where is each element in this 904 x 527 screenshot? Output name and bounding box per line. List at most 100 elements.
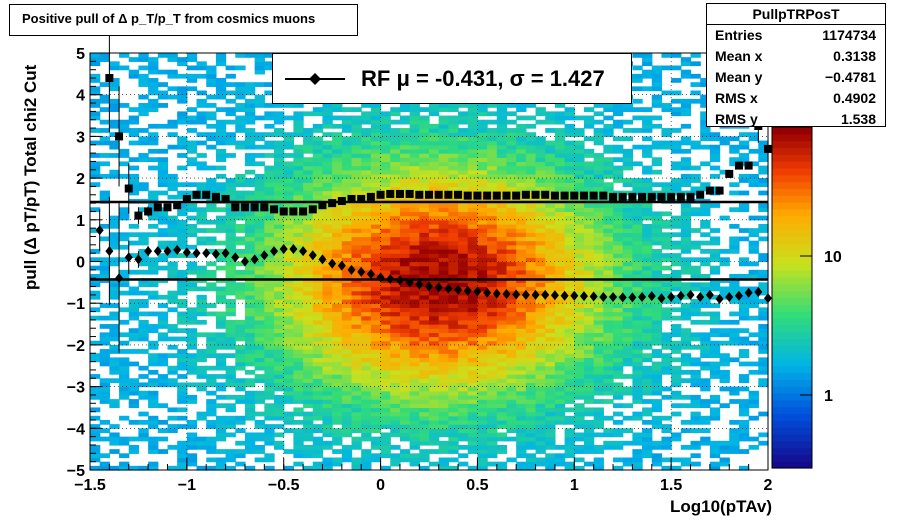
heatmap-cell	[438, 315, 449, 321]
heatmap-cell	[225, 365, 236, 371]
heatmap-cell	[380, 394, 391, 400]
heatmap-cell	[244, 103, 256, 108]
heatmap-cell	[506, 286, 517, 292]
heatmap-cell	[438, 228, 449, 233]
heatmap-cell	[516, 299, 527, 304]
heatmap-cell	[487, 286, 498, 292]
heatmap-cell	[157, 244, 169, 250]
heatmap-cell	[622, 207, 633, 213]
heatmap-cell	[545, 353, 556, 359]
heatmap-cell	[148, 269, 159, 275]
heatmap-cell	[293, 265, 304, 271]
heatmap-cell	[429, 324, 440, 329]
heatmap-cell	[322, 203, 333, 208]
heatmap-cell	[458, 115, 469, 121]
heatmap-cell	[186, 436, 198, 442]
heatmap-cell	[477, 453, 488, 459]
heatmap-cell	[351, 228, 362, 233]
heatmap-cell	[274, 319, 285, 325]
heatmap-cell	[90, 165, 101, 171]
heatmap-cell	[651, 73, 663, 79]
heatmap-cell	[467, 228, 479, 233]
heatmap-cell	[496, 178, 508, 183]
heatmap-cell	[254, 361, 265, 367]
heatmap-cell	[448, 403, 459, 409]
heatmap-cell	[448, 386, 459, 392]
heatmap-cell	[477, 282, 488, 288]
heatmap-cell	[593, 215, 604, 221]
heatmap-cell	[225, 82, 236, 87]
heatmap-cell	[506, 269, 517, 275]
heatmap-cell	[477, 319, 488, 325]
heatmap-cell	[448, 290, 459, 296]
heatmap-cell	[399, 357, 411, 363]
heatmap-cell	[487, 128, 498, 133]
heatmap-cell	[99, 119, 110, 125]
heatmap-cell	[215, 357, 227, 363]
heatmap-cell	[293, 294, 304, 300]
heatmap-cell	[438, 148, 449, 154]
heatmap-cell	[390, 119, 401, 125]
heatmap-cell	[583, 428, 595, 434]
heatmap-cell	[254, 303, 265, 308]
heatmap-cell	[419, 257, 430, 263]
heatmap-cell	[438, 440, 449, 446]
heatmap-cell	[661, 103, 672, 108]
heatmap-cell	[119, 274, 130, 279]
heatmap-cell	[477, 107, 488, 112]
heatmap-cell	[322, 307, 333, 313]
heatmap-cell	[680, 190, 692, 196]
heatmap-cell	[303, 274, 314, 279]
heatmap-cell	[322, 407, 333, 413]
heatmap-cell	[264, 428, 275, 434]
heatmap-cell	[545, 236, 556, 242]
heatmap-cell	[477, 169, 488, 175]
heatmap-cell	[148, 311, 159, 317]
heatmap-cell	[274, 207, 285, 213]
heatmap-cell	[680, 294, 692, 300]
heatmap-cell	[448, 190, 459, 196]
heatmap-cell	[680, 344, 692, 350]
heatmap-cell	[109, 153, 120, 158]
heatmap-cell	[429, 123, 440, 129]
heatmap-cell	[458, 386, 469, 392]
heatmap-cell	[390, 415, 401, 421]
heatmap-cell	[583, 248, 595, 254]
heatmap-cell	[622, 103, 633, 108]
heatmap-cell	[506, 311, 517, 317]
heatmap-cell	[390, 132, 401, 137]
heatmap-cell	[148, 69, 159, 75]
heatmap-cell	[351, 390, 362, 396]
heatmap-cell	[642, 419, 653, 425]
heatmap-cell	[341, 399, 353, 404]
heatmap-cell	[254, 344, 265, 350]
heatmap-cell	[516, 315, 527, 321]
heatmap-cell	[487, 169, 498, 175]
heatmap-cell	[419, 173, 430, 179]
heatmap-cell	[419, 332, 430, 338]
heatmap-cell	[293, 261, 304, 267]
heatmap-cell	[622, 219, 633, 225]
heatmap-cell	[661, 344, 672, 350]
heatmap-cell	[593, 328, 604, 333]
heatmap-cell	[506, 207, 517, 213]
heatmap-cell	[361, 353, 372, 359]
heatmap-cell	[332, 253, 343, 258]
heatmap-cell	[622, 357, 633, 363]
heatmap-cell	[370, 303, 382, 308]
heatmap-cell	[380, 303, 391, 308]
heatmap-cell	[196, 140, 207, 146]
heatmap-cell	[254, 190, 265, 196]
heatmap-cell	[438, 190, 449, 196]
heatmap-cell	[525, 165, 537, 171]
heatmap-cell	[525, 311, 537, 317]
heatmap-cell	[651, 215, 663, 221]
heatmap-cell	[429, 232, 440, 238]
heatmap-cell	[119, 207, 130, 213]
heatmap-cell	[312, 286, 324, 292]
heatmap-cell	[109, 449, 120, 454]
heatmap-cell	[438, 432, 449, 438]
heatmap-cell	[642, 223, 653, 229]
heatmap-cell	[274, 315, 285, 321]
heatmap-cell	[593, 128, 604, 133]
